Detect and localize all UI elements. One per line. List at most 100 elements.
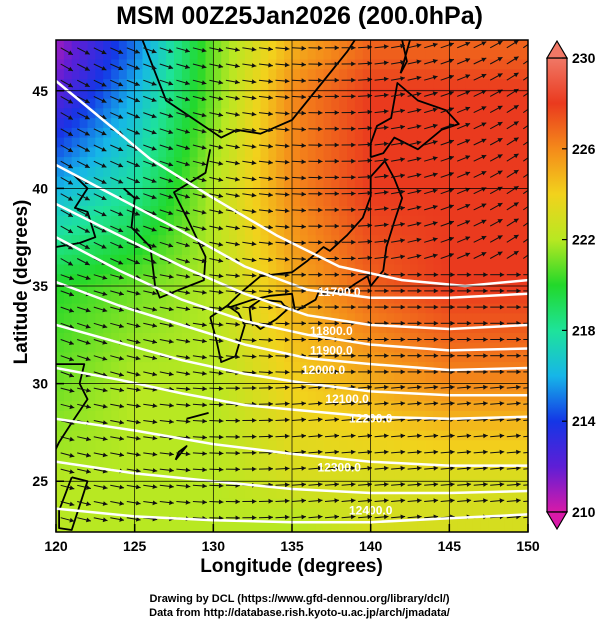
heatmap-cell xyxy=(260,362,269,373)
heatmap-cell xyxy=(315,49,325,61)
heatmap-cell xyxy=(449,235,458,246)
heatmap-cell xyxy=(181,420,191,432)
heatmap-cell xyxy=(150,186,159,197)
heatmap-cell xyxy=(197,479,207,490)
heatmap-cell xyxy=(79,264,89,275)
heatmap-cell xyxy=(118,313,128,324)
heatmap-cell xyxy=(213,411,222,422)
wind-arrow xyxy=(490,337,505,342)
wind-arrow xyxy=(60,95,74,104)
wind-arrow xyxy=(506,482,521,487)
heatmap-cell xyxy=(111,79,120,90)
heatmap-cell xyxy=(118,59,128,70)
heatmap-cell xyxy=(268,293,277,305)
heatmap-cell xyxy=(284,88,293,100)
wind-arrow xyxy=(60,306,75,313)
wind-arrow xyxy=(242,192,257,198)
heatmap-cell xyxy=(205,254,214,266)
heatmap-cell xyxy=(449,127,458,139)
heatmap-cell xyxy=(472,254,482,266)
wind-arrow xyxy=(440,123,455,130)
wind-arrow xyxy=(341,158,356,164)
heatmap-cell xyxy=(378,362,387,373)
heatmap-cell xyxy=(520,166,528,178)
heatmap-cell xyxy=(189,137,199,148)
heatmap-cell xyxy=(276,411,285,422)
heatmap-cell xyxy=(284,176,293,188)
wind-arrow xyxy=(176,467,191,473)
heatmap-cell xyxy=(339,225,348,236)
wind-arrow xyxy=(440,74,455,81)
heatmap-cell xyxy=(111,362,120,373)
wind-arrow xyxy=(176,274,191,279)
heatmap-cell xyxy=(87,274,96,285)
heatmap-cell xyxy=(111,371,120,383)
wind-arrow xyxy=(374,76,389,82)
heatmap-cell xyxy=(229,391,238,402)
heatmap-cell xyxy=(433,59,443,70)
heatmap-cell xyxy=(181,196,191,207)
heatmap-cell xyxy=(252,235,262,246)
heatmap-cell xyxy=(339,508,348,519)
heatmap-cell xyxy=(378,293,387,305)
wind-arrow xyxy=(225,160,240,166)
heatmap-cell xyxy=(323,196,332,207)
heatmap-cell xyxy=(520,313,528,324)
heatmap-cell xyxy=(496,108,505,119)
heatmap-cell xyxy=(378,518,387,529)
heatmap-cell xyxy=(276,196,285,207)
heatmap-cell xyxy=(441,118,450,129)
heatmap-cell xyxy=(181,391,191,402)
heatmap-cell xyxy=(197,264,207,275)
heatmap-cell xyxy=(417,420,427,432)
heatmap-cell xyxy=(205,127,214,139)
heatmap-cell xyxy=(417,313,427,324)
wind-arrow xyxy=(308,45,323,51)
heatmap-cell xyxy=(221,88,230,100)
wind-arrow xyxy=(209,128,224,134)
heatmap-cell xyxy=(370,225,380,236)
heatmap-cell xyxy=(339,401,348,412)
heatmap-cell xyxy=(205,108,214,119)
heatmap-cell xyxy=(252,137,262,148)
heatmap-cell xyxy=(410,401,419,412)
heatmap-cell xyxy=(292,381,301,393)
heatmap-cell xyxy=(504,450,513,461)
heatmap-cell xyxy=(496,420,505,432)
heatmap-cell xyxy=(158,362,167,373)
wind-arrow xyxy=(159,225,174,232)
heatmap-cell xyxy=(229,59,238,70)
heatmap-cell xyxy=(197,450,207,461)
heatmap-cell xyxy=(299,79,309,90)
heatmap-cell xyxy=(354,508,364,519)
heatmap-cell xyxy=(71,59,81,70)
heatmap-cell xyxy=(480,498,490,510)
heatmap-cell xyxy=(87,303,96,314)
wind-arrow xyxy=(473,337,488,342)
chart-title: MSM 00Z25Jan2026 (200.0hPa) xyxy=(116,2,483,30)
heatmap-cell xyxy=(433,362,443,373)
heatmap-cell xyxy=(504,147,513,158)
wind-arrow xyxy=(242,160,257,166)
heatmap-cell xyxy=(417,69,427,80)
heatmap-cell xyxy=(449,303,458,314)
heatmap-cell xyxy=(205,371,214,383)
heatmap-cell xyxy=(276,40,285,51)
heatmap-cell xyxy=(79,88,89,100)
heatmap-cell xyxy=(284,274,293,285)
wind-arrow xyxy=(374,190,389,195)
heatmap-cell xyxy=(488,59,498,70)
heatmap-cell xyxy=(480,59,490,70)
wind-arrow xyxy=(60,484,75,491)
heatmap-cell xyxy=(63,371,73,383)
heatmap-cell xyxy=(260,381,269,393)
wind-arrow xyxy=(242,144,257,149)
heatmap-cell xyxy=(118,49,128,61)
wind-arrow xyxy=(523,124,528,130)
wind-arrow xyxy=(457,139,471,146)
heatmap-cell xyxy=(142,88,151,100)
heatmap-cell xyxy=(488,528,498,532)
heatmap-cell xyxy=(323,127,332,139)
heatmap-cell xyxy=(181,98,191,109)
heatmap-cell xyxy=(150,420,159,432)
